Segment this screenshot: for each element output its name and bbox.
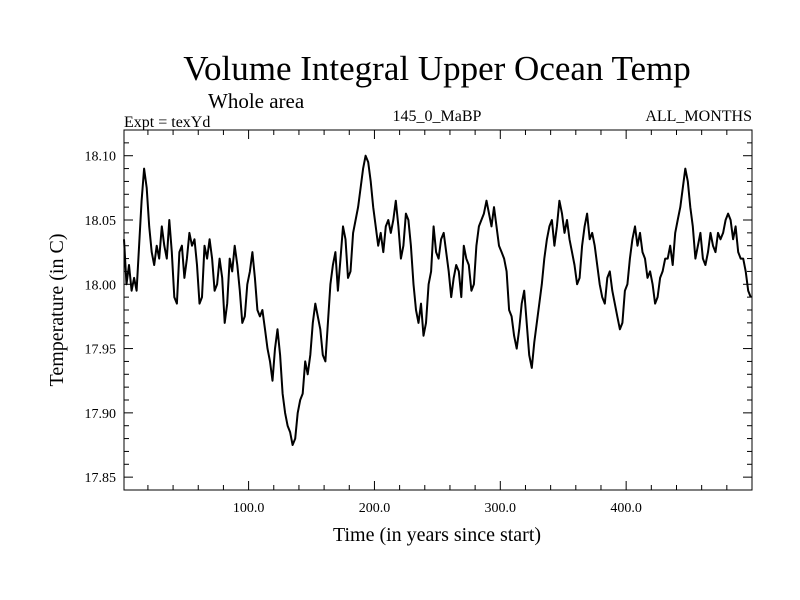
- axis-ticks: [124, 130, 752, 490]
- chart-title: Volume Integral Upper Ocean Temp: [183, 49, 690, 88]
- y-tick-label: 18.00: [85, 278, 117, 293]
- chart-subtitle: Whole area: [208, 89, 305, 113]
- experiment-label: Expt = texYd: [124, 114, 210, 131]
- chart: Volume Integral Upper Ocean Temp Whole a…: [0, 0, 800, 600]
- y-tick-label: 18.05: [85, 214, 117, 229]
- plot-frame: [124, 130, 752, 490]
- x-tick-label: 200.0: [359, 501, 391, 516]
- x-tick-label: 400.0: [610, 501, 642, 516]
- y-tick-label: 17.95: [85, 343, 117, 358]
- y-tick-label: 17.90: [85, 407, 117, 422]
- x-axis-label: Time (in years since start): [333, 524, 541, 546]
- x-tick-label: 300.0: [485, 501, 517, 516]
- y-tick-label: 18.10: [85, 150, 117, 165]
- temperature-series-line: [124, 156, 751, 445]
- months-label: ALL_MONTHS: [645, 108, 752, 125]
- x-tick-label: 100.0: [233, 501, 265, 516]
- y-tick-label: 17.85: [85, 471, 117, 486]
- run-label: 145_0_MaBP: [393, 108, 482, 125]
- y-axis-label: Temperature (in C): [46, 234, 68, 387]
